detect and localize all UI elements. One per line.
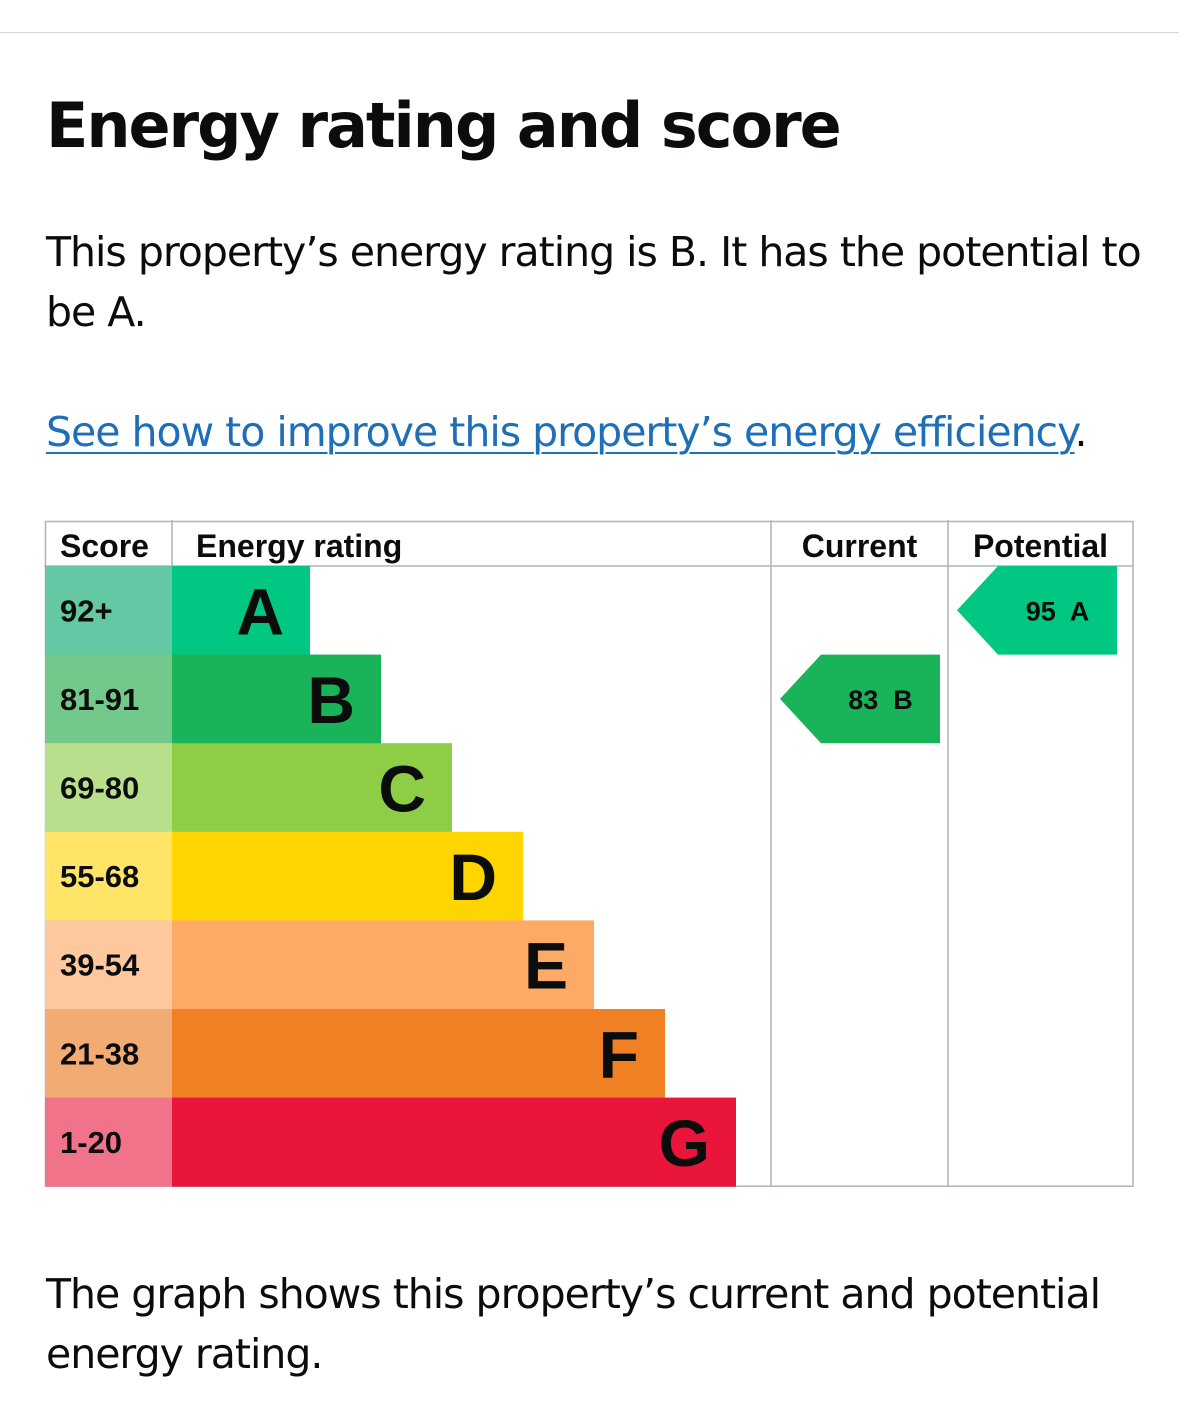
- header-current: Current: [802, 528, 918, 564]
- improve-efficiency-link[interactable]: See how to improve this property’s energ…: [46, 408, 1076, 456]
- rating-bar-f: [172, 1009, 665, 1099]
- rating-bar-e: [172, 920, 594, 1010]
- score-cell-f: [45, 1009, 172, 1099]
- header-potential: Potential: [973, 528, 1108, 564]
- link-suffix: .: [1074, 408, 1088, 456]
- rating-summary: This property’s energy rating is B. It h…: [46, 228, 1142, 336]
- chart-description: The graph shows this property’s current …: [46, 1270, 1101, 1378]
- top-divider: [0, 32, 1179, 33]
- score-cell-e: [45, 920, 172, 1010]
- score-range-g: 1-20: [60, 1125, 122, 1160]
- improvement-link-line: See how to improve this property’s energ…: [46, 402, 1088, 462]
- score-cell-a: [45, 566, 172, 656]
- score-range-f: 21-38: [60, 1036, 139, 1071]
- current-rating-label: 83 B: [848, 685, 913, 715]
- rating-letter-a: A: [236, 574, 284, 648]
- score-range-d: 55-68: [60, 859, 139, 894]
- score-range-a: 92+: [60, 593, 113, 628]
- score-range-e: 39-54: [60, 948, 140, 983]
- rating-letter-g: G: [659, 1106, 710, 1180]
- rating-letter-f: F: [599, 1017, 639, 1091]
- score-range-c: 69-80: [60, 771, 139, 806]
- rating-bar-a: [172, 566, 310, 656]
- rating-bar-c: [172, 743, 452, 833]
- page-title: Energy rating and score: [46, 89, 842, 162]
- potential-rating-label: 95 A: [1026, 596, 1090, 626]
- header-energy-rating: Energy rating: [196, 528, 402, 564]
- energy-rating-chart: Score Energy rating Current Potential 92+ A 81…: [44, 520, 1134, 1187]
- score-cell-d: [45, 831, 172, 921]
- header-score: Score: [60, 528, 149, 564]
- potential-rating-arrow: [957, 566, 1117, 655]
- rating-bar-b: [172, 654, 381, 744]
- rating-letter-b: B: [307, 663, 355, 737]
- score-cell-c: [45, 743, 172, 833]
- score-cell-b: [45, 654, 172, 744]
- rating-letter-d: D: [449, 840, 497, 914]
- rating-bar-g: [172, 1097, 736, 1187]
- rating-letter-e: E: [524, 929, 568, 1003]
- current-rating-arrow: [780, 654, 940, 744]
- rating-bar-d: [172, 831, 523, 921]
- rating-letter-c: C: [378, 752, 426, 826]
- score-range-b: 81-91: [60, 682, 139, 717]
- score-cell-g: [45, 1097, 172, 1187]
